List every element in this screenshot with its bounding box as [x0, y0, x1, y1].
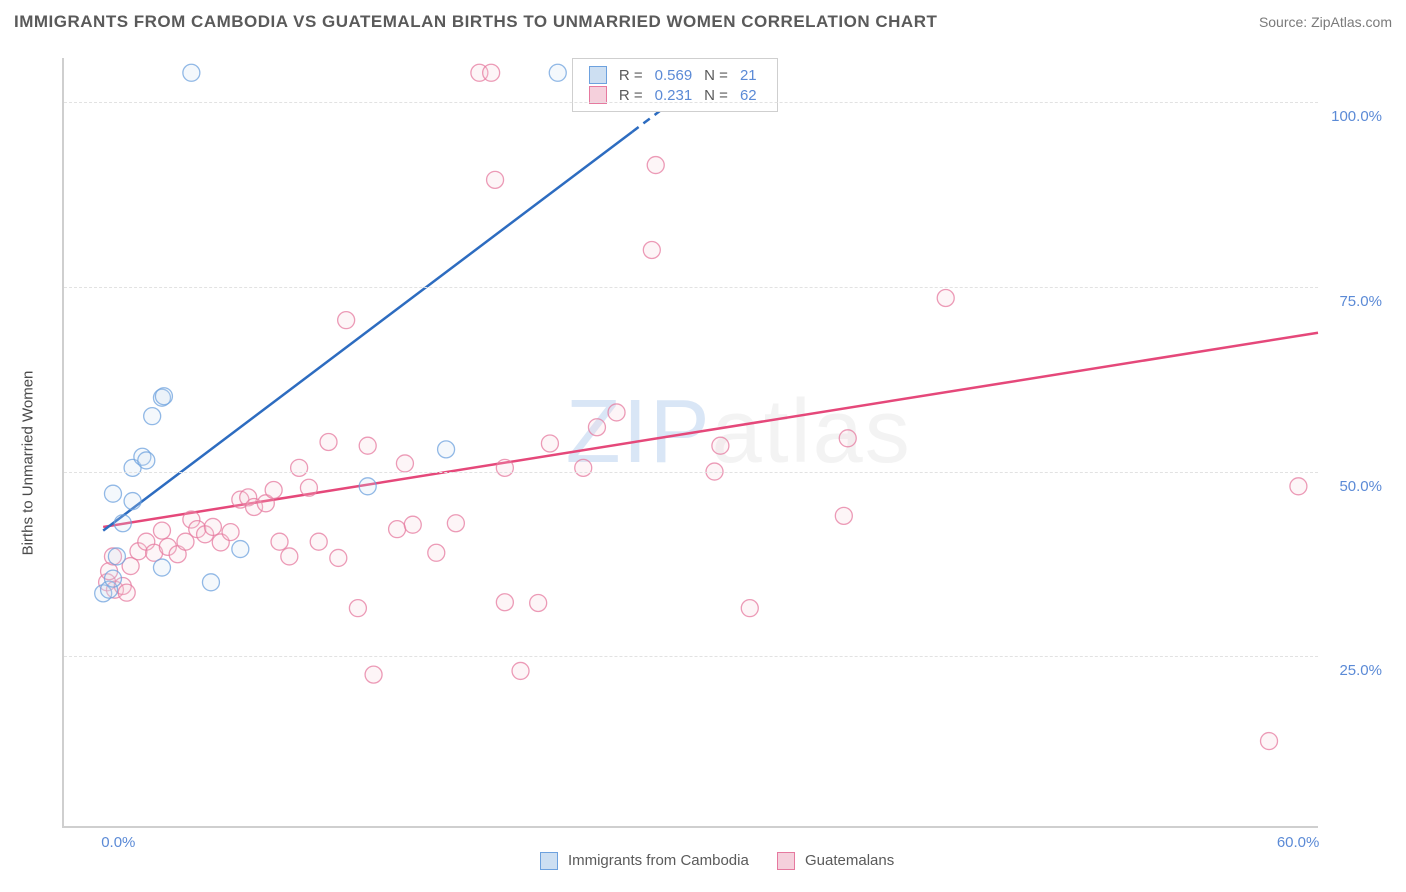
y-axis-label: Births to Unmarried Women — [20, 371, 37, 556]
plot-area: ZIPatlas R =0.569N =21R =0.231N =62 25.0… — [62, 58, 1318, 828]
source-attribution: Source: ZipAtlas.com — [1259, 14, 1392, 30]
stats-legend: R =0.569N =21R =0.231N =62 — [572, 58, 778, 112]
source-value: ZipAtlas.com — [1311, 14, 1392, 30]
y-tick-label: 100.0% — [1331, 108, 1382, 125]
source-label: Source: — [1259, 14, 1311, 30]
series-legend: Immigrants from Cambodia Guatemalans — [14, 852, 1392, 870]
y-tick-label: 75.0% — [1339, 293, 1382, 310]
x-tick-label: 60.0% — [1277, 834, 1320, 851]
chart-container: Births to Unmarried Women ZIPatlas R =0.… — [14, 48, 1392, 878]
y-tick-label: 50.0% — [1339, 478, 1382, 495]
x-tick-label: 0.0% — [101, 834, 135, 851]
y-tick-label: 25.0% — [1339, 662, 1382, 679]
scatter-svg — [64, 58, 1318, 826]
chart-title: IMMIGRANTS FROM CAMBODIA VS GUATEMALAN B… — [14, 12, 937, 32]
